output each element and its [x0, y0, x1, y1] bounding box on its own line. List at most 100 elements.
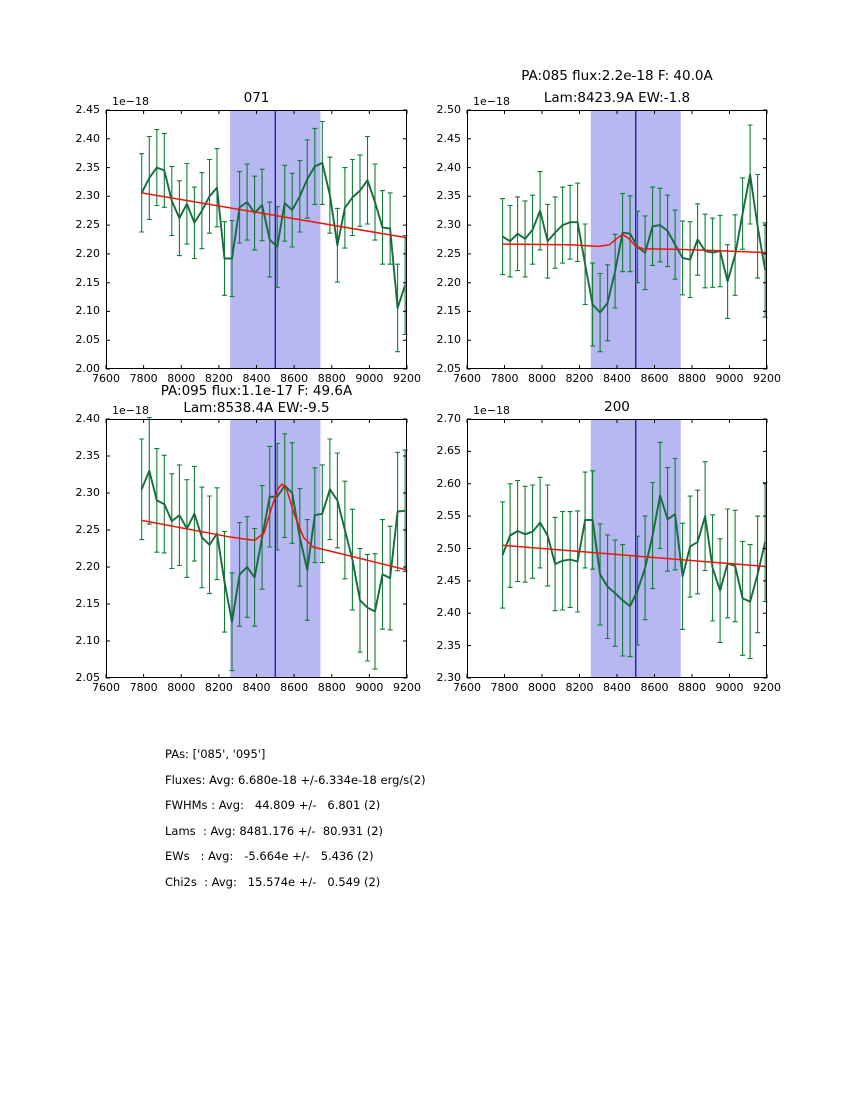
y-tick-label: 2.10: [75, 634, 101, 647]
plot-canvas-200: [466, 418, 768, 679]
y-tick-label: 2.10: [75, 304, 101, 318]
summary-line-lams: Lams : Avg: 8481.176 +/- 80.931 (2): [165, 824, 384, 838]
x-tick-label: 8800: [317, 372, 346, 385]
y-tick-label: 2.40: [75, 131, 101, 145]
x-tick-label: 8600: [280, 372, 309, 385]
y-tick-label: 2.45: [436, 131, 462, 145]
y-tick-label: 2.35: [436, 638, 462, 652]
y-tick-label: 2.45: [436, 573, 462, 587]
x-tick-label: 8000: [167, 372, 196, 385]
y-tick-label: 2.50: [436, 103, 462, 116]
plot-canvas-095: [105, 416, 408, 679]
plot-title-200: 200: [604, 399, 630, 415]
x-tick-label: 9200: [753, 681, 781, 694]
x-tick-label: 9000: [715, 681, 744, 694]
y-tick-label: 2.20: [436, 275, 462, 289]
y-tick-label: 2.45: [75, 103, 101, 116]
plot-title-071: 071: [243, 90, 270, 106]
x-tick-label: 7800: [490, 681, 519, 694]
y-tick-label: 2.10: [436, 333, 462, 347]
x-tick-label: 8000: [528, 681, 556, 694]
plot-title-085-line2: Lam:8423.9A EW:-1.8: [543, 90, 691, 106]
y-tick-label: 2.20: [75, 560, 101, 573]
y-offset-label: 1e−18: [473, 95, 510, 108]
axes-border: [106, 419, 407, 678]
x-tick-label: 9000: [355, 372, 384, 385]
y-tick-label: 2.00: [75, 362, 101, 375]
plot-title-095-line2: Lam:8538.4A EW:-9.5: [183, 400, 330, 416]
x-tick-label: 9000: [715, 372, 744, 385]
x-tick-label: 8400: [603, 681, 631, 694]
y-tick-label: 2.30: [75, 486, 101, 499]
continuum-fit-line: [141, 483, 408, 571]
y-tick-label: 2.05: [75, 333, 101, 347]
x-tick-label: 8800: [317, 681, 346, 694]
plot-canvas-071: [105, 109, 408, 370]
y-tick-label: 2.15: [436, 304, 462, 318]
y-tick-label: 2.40: [75, 412, 101, 425]
summary-line-fluxes: Fluxes: Avg: 6.680e-18 +/-6.334e-18 erg/…: [165, 773, 426, 787]
continuum-fit-line: [502, 544, 768, 568]
x-tick-label: 8000: [528, 372, 556, 385]
x-tick-label: 8200: [204, 681, 233, 694]
plot-canvas-085: [466, 109, 768, 370]
x-tick-label: 8400: [242, 681, 271, 694]
summary-line-pas: PAs: ['085', '095']: [165, 747, 266, 761]
y-tick-label: 2.30: [436, 218, 462, 232]
x-tick-label: 9200: [753, 372, 781, 385]
x-tick-label: 8400: [603, 372, 631, 385]
y-tick-label: 2.05: [436, 362, 462, 375]
y-tick-label: 2.25: [436, 246, 462, 260]
y-tick-label: 2.55: [436, 509, 462, 523]
y-tick-label: 2.15: [75, 275, 101, 289]
plot-title-095-line1: PA:095 flux:1.1e-17 F: 49.6A: [160, 383, 353, 399]
continuum-fit-line: [502, 233, 768, 254]
x-tick-label: 9200: [393, 372, 421, 385]
x-tick-label: 8600: [280, 681, 309, 694]
y-tick-label: 2.35: [436, 189, 462, 203]
summary-line-ews: EWs : Avg: -5.664e +/- 5.436 (2): [165, 849, 374, 863]
y-offset-label: 1e−18: [473, 404, 510, 417]
spectrum-line: [502, 173, 767, 314]
y-tick-label: 2.40: [436, 606, 462, 620]
x-tick-label: 8400: [242, 372, 271, 385]
spectrum-line: [140, 162, 407, 309]
summary-line-chi2s: Chi2s : Avg: 15.574e +/- 0.549 (2): [165, 875, 381, 889]
x-tick-label: 7600: [453, 681, 481, 694]
x-tick-label: 7600: [453, 372, 481, 385]
y-tick-label: 2.30: [436, 671, 462, 684]
axes-border: [467, 110, 767, 369]
y-tick-label: 2.65: [436, 444, 462, 458]
x-tick-label: 8600: [640, 372, 669, 385]
y-tick-label: 2.20: [75, 246, 101, 260]
y-tick-label: 2.50: [436, 541, 462, 555]
x-tick-label: 7800: [129, 372, 158, 385]
y-tick-label: 2.30: [75, 189, 101, 203]
x-tick-label: 8200: [565, 681, 594, 694]
axes-border: [106, 110, 407, 369]
y-tick-label: 2.40: [436, 160, 462, 174]
x-tick-label: 8200: [204, 372, 233, 385]
y-tick-label: 2.35: [75, 160, 101, 174]
summary-line-fwhms: FWHMs : Avg: 44.809 +/- 6.801 (2): [165, 798, 381, 812]
x-tick-label: 8800: [678, 681, 706, 694]
x-tick-label: 9200: [393, 681, 421, 694]
y-offset-label: 1e−18: [112, 404, 149, 417]
y-offset-label: 1e−18: [112, 95, 149, 108]
spectrum-line: [501, 494, 767, 608]
y-tick-label: 2.25: [75, 523, 101, 536]
spectrum-line: [140, 469, 406, 623]
continuum-fit-line: [141, 192, 408, 239]
y-tick-label: 2.35: [75, 449, 101, 462]
x-tick-label: 8200: [565, 372, 594, 385]
plot-title-085-line1: PA:085 flux:2.2e-18 F: 40.0A: [521, 68, 713, 84]
y-tick-label: 2.70: [436, 412, 462, 425]
x-tick-label: 7800: [129, 681, 158, 694]
x-tick-label: 8600: [640, 681, 669, 694]
y-tick-label: 2.60: [436, 476, 462, 490]
axes-border: [467, 419, 767, 678]
y-tick-label: 2.05: [75, 671, 101, 684]
x-tick-label: 8000: [167, 681, 196, 694]
x-tick-label: 7600: [92, 681, 120, 694]
